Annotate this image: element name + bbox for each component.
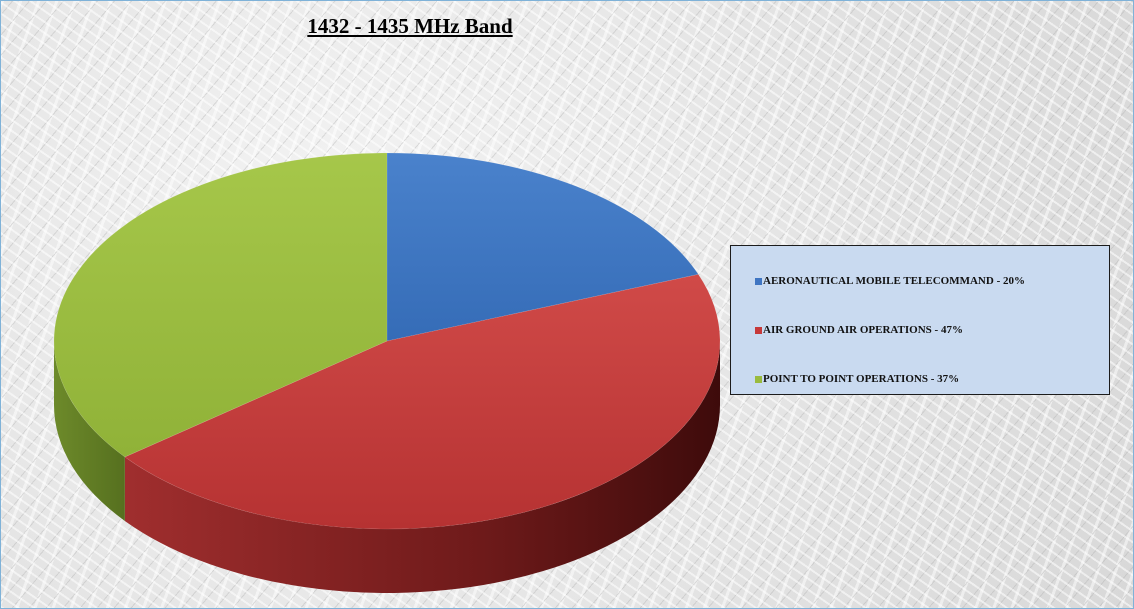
legend-item-point-to-point: POINT TO POINT OPERATIONS - 37%	[731, 366, 1109, 392]
legend-swatch-blue	[755, 277, 762, 285]
legend-label: AERONAUTICAL MOBILE TELECOMMAND - 20%	[763, 275, 1025, 287]
legend-label: POINT TO POINT OPERATIONS - 37%	[763, 373, 960, 385]
pie-slice-point-to-point	[53, 152, 388, 458]
pie-slice-point-to-point-side	[53, 341, 125, 521]
legend: AERONAUTICAL MOBILE TELECOMMAND - 20% AI…	[730, 245, 1110, 395]
legend-label: AIR GROUND AIR OPERATIONS - 47%	[763, 324, 963, 336]
legend-item-aeronautical: AERONAUTICAL MOBILE TELECOMMAND - 20%	[731, 268, 1109, 294]
pie-slice-aeronautical	[386, 152, 699, 342]
legend-swatch-green	[755, 375, 762, 383]
pie-slice-air-ground-air-side	[124, 341, 720, 594]
legend-item-air-ground-air: AIR GROUND AIR OPERATIONS - 47%	[731, 317, 1109, 343]
legend-swatch-red	[755, 326, 762, 334]
chart-title: 1432 - 1435 MHz Band	[307, 14, 513, 38]
pie-slice-air-ground-air	[124, 273, 721, 530]
